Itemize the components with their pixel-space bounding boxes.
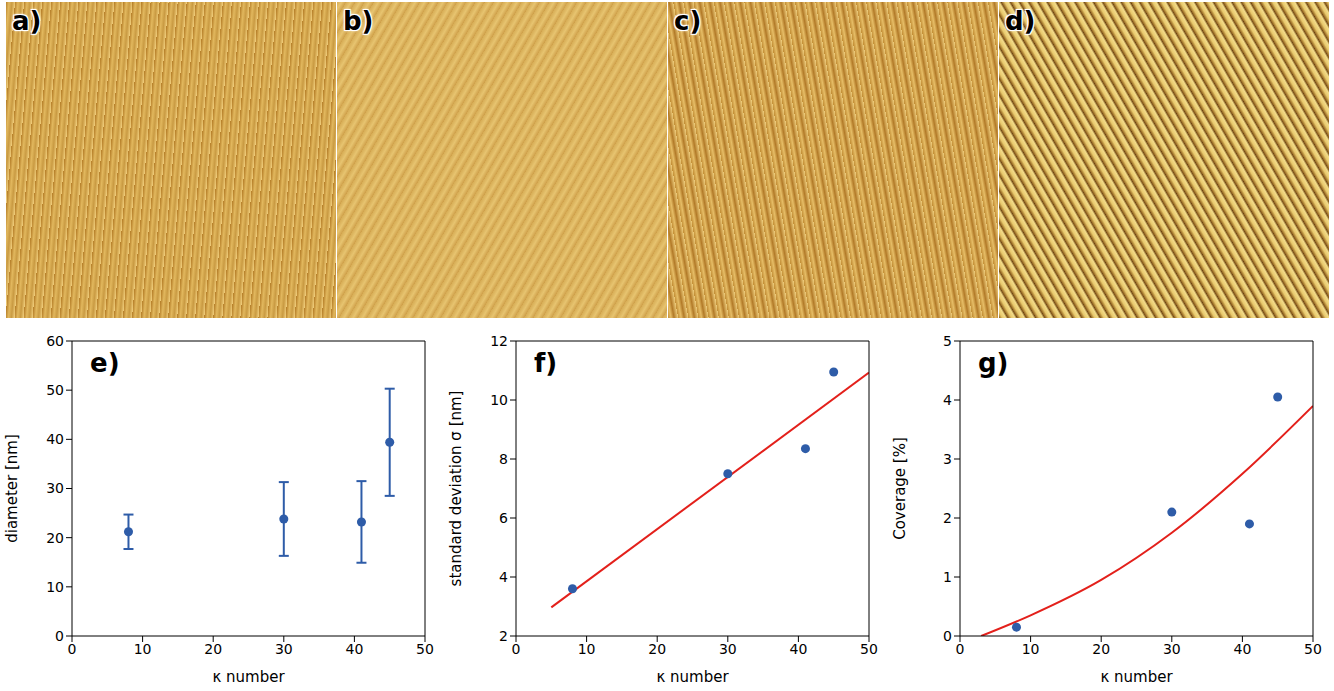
svg-text:50: 50 xyxy=(416,641,434,657)
html-text:a): a) xyxy=(12,6,42,36)
html-text:d): d) xyxy=(1005,6,1036,36)
svg-text:50: 50 xyxy=(1304,641,1322,657)
svg-text:20: 20 xyxy=(46,530,64,546)
html-text:c): c) xyxy=(674,6,702,36)
svg-text:10: 10 xyxy=(490,392,508,408)
svg-text:40: 40 xyxy=(46,431,64,447)
svg-text:12: 12 xyxy=(490,333,508,349)
html-text:e): e) xyxy=(90,348,120,378)
svg-text:20: 20 xyxy=(648,641,666,657)
svg-text:40: 40 xyxy=(1233,641,1251,657)
svg-text:0: 0 xyxy=(55,628,64,644)
html-text:g): g) xyxy=(978,348,1009,378)
svg-text:diameter [nm]: diameter [nm] xyxy=(3,434,21,543)
svg-text:1: 1 xyxy=(943,569,952,585)
svg-text:10: 10 xyxy=(1022,641,1040,657)
svg-text:8: 8 xyxy=(499,451,508,467)
svg-text:40: 40 xyxy=(345,641,363,657)
svg-text:4: 4 xyxy=(943,392,952,408)
svg-text:Coverage [%]: Coverage [%] xyxy=(891,437,909,540)
svg-text:30: 30 xyxy=(275,641,293,657)
html-text:b): b) xyxy=(343,6,374,36)
svg-text:20: 20 xyxy=(1092,641,1110,657)
svg-text:5: 5 xyxy=(943,333,952,349)
svg-text:30: 30 xyxy=(1163,641,1181,657)
svg-text:30: 30 xyxy=(46,480,64,496)
svg-text:2: 2 xyxy=(499,628,508,644)
svg-text:0: 0 xyxy=(512,641,521,657)
svg-text:10: 10 xyxy=(578,641,596,657)
svg-text:10: 10 xyxy=(134,641,152,657)
svg-text:40: 40 xyxy=(789,641,807,657)
svg-text:3: 3 xyxy=(943,451,952,467)
svg-text:standard deviation σ [nm]: standard deviation σ [nm] xyxy=(447,391,465,587)
svg-text:30: 30 xyxy=(719,641,737,657)
svg-text:60: 60 xyxy=(46,333,64,349)
svg-text:50: 50 xyxy=(46,382,64,398)
svg-text:0: 0 xyxy=(943,628,952,644)
svg-text:4: 4 xyxy=(499,569,508,585)
svg-text:0: 0 xyxy=(956,641,965,657)
svg-text:κ number: κ number xyxy=(656,668,729,686)
svg-text:20: 20 xyxy=(204,641,222,657)
svg-text:6: 6 xyxy=(499,510,508,526)
svg-text:0: 0 xyxy=(68,641,77,657)
svg-text:10: 10 xyxy=(46,579,64,595)
svg-text:2: 2 xyxy=(943,510,952,526)
html-text:f): f) xyxy=(534,348,558,378)
svg-text:50: 50 xyxy=(860,641,878,657)
svg-text:κ number: κ number xyxy=(212,668,285,686)
svg-text:κ number: κ number xyxy=(1100,668,1173,686)
